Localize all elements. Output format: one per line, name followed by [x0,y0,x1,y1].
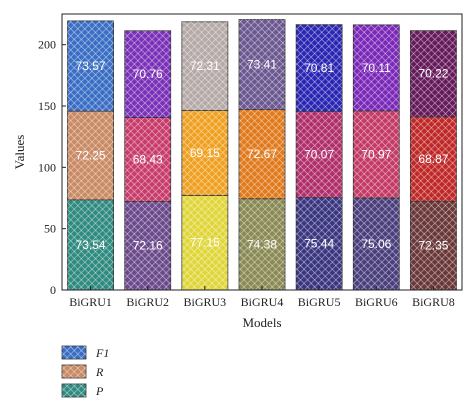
legend-label-p: P [95,384,104,398]
data-label: 69.15 [190,146,220,160]
bar-hatch [410,116,457,202]
bar-hatch [353,110,400,198]
data-labels-layer: 73.54 72.25 73.57 72.16 68.43 70.76 77.15 69.15… [76,58,449,253]
data-label: 77.15 [190,236,220,250]
bar-hatch [239,109,285,199]
data-label: 70.22 [418,67,448,81]
x-tick-label: BiGRU2 [126,295,169,309]
data-label: 73.41 [247,58,277,72]
bar-hatch [67,111,114,200]
x-tick-label: BiGRU3 [184,295,227,309]
bar-hatch [353,24,400,111]
data-label: 70.76 [133,67,163,81]
data-label: 72.67 [247,147,277,161]
bar-hatch [410,30,457,117]
legend-swatch-hatch [62,384,86,397]
y-tick-label: 50 [44,222,56,236]
bar-hatch [353,197,400,290]
bar-hatch [124,30,171,118]
legend-label-r: R [95,365,104,379]
data-label: 70.97 [361,147,391,161]
data-label: 70.81 [304,61,334,75]
axis-layer: 0 50 100 150 200 BiGRU1 BiGRU2 BiGRU3 BiGRU4 BiGR… [38,38,455,309]
legend: F1 RP [61,345,109,398]
bar-hatch [296,24,343,112]
legend-swatch-hatch [62,365,86,378]
data-label: 72.31 [190,59,220,73]
bar-hatch [67,199,114,290]
x-tick-label: BiGRU6 [355,295,398,309]
bars-layer [67,19,457,291]
y-tick-label: 0 [50,283,56,297]
bar-hatch [67,20,114,112]
bar-hatch [296,197,343,290]
data-label: 74.38 [247,237,277,251]
data-label: 72.35 [418,239,448,253]
y-tick-label: 200 [38,38,56,52]
legend-label-f1: F1 [95,346,109,360]
y-tick-label: 150 [38,99,56,113]
data-label: 68.43 [133,153,163,167]
y-axis-title: Values [12,135,27,170]
bar-hatch [124,117,171,202]
bar-hatch [181,110,228,196]
bar-hatch [124,201,171,290]
data-label: 73.54 [76,238,106,252]
x-tick-label: BiGRU1 [69,295,112,309]
bar-hatch [239,198,285,290]
x-tick-label: BiGRU5 [298,295,341,309]
data-label: 75.06 [361,237,391,251]
legend-swatch-hatch [62,346,86,359]
data-label: 72.25 [76,148,106,162]
data-label: 70.11 [362,61,391,75]
x-tick-label: BiGRU8 [412,295,455,309]
bar-hatch [239,19,285,110]
data-label: 73.57 [76,59,106,73]
bar-hatch [181,21,228,111]
bar-hatch [181,195,228,290]
bar-hatch [296,111,343,198]
x-tick-label: BiGRU4 [241,295,284,309]
y-tick-label: 100 [38,160,56,174]
data-label: 72.16 [133,239,163,253]
x-axis-title: Models [243,315,282,330]
data-label: 68.87 [418,152,448,166]
data-label: 70.07 [304,147,334,161]
data-label: 75.44 [304,237,334,251]
bar-hatch [410,201,457,290]
